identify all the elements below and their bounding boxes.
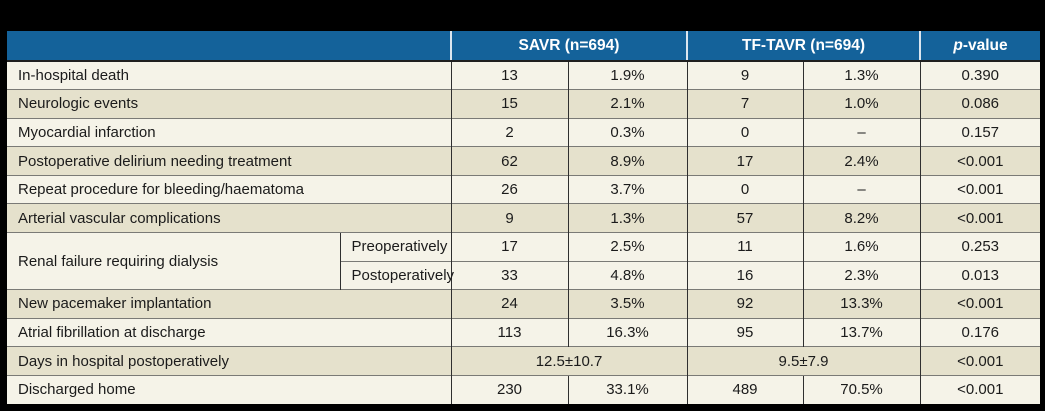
cell-pvalue: 0.157 [919, 117, 1041, 147]
cell-pvalue: <0.001 [919, 374, 1041, 404]
table-row: Arterial vascular complications 9 1.3% 5… [7, 203, 1041, 233]
cell-savr-n: 15 [450, 89, 568, 119]
column-header-tavr: TF-TAVR (n=694) [685, 31, 921, 62]
row-label: Discharged home [7, 374, 451, 404]
cell-tavr-n: 92 [686, 289, 803, 319]
column-header-savr: SAVR (n=694) [450, 31, 687, 62]
cell-tavr-pct: 13.7% [802, 317, 921, 347]
cell-pvalue: 0.013 [919, 260, 1041, 290]
table-row: Discharged home 230 33.1% 489 70.5% <0.0… [7, 374, 1041, 404]
cell-tavr-n: 95 [686, 317, 803, 347]
cell-tavr-n: 11 [686, 231, 803, 262]
cell-tavr-pct: 2.4% [802, 146, 921, 176]
cell-savr-n: 33 [450, 260, 568, 290]
cell-tavr-pct: 1.6% [802, 231, 921, 262]
cell-pvalue: <0.001 [919, 289, 1041, 319]
cell-tavr-n: 0 [686, 117, 803, 147]
row-label: New pacemaker implantation [7, 289, 451, 319]
cell-pvalue: 0.390 [919, 61, 1041, 90]
row-label: In-hospital death [7, 61, 451, 90]
pvalue-italic-p: p [953, 36, 963, 54]
cell-tavr-pct: 70.5% [802, 374, 921, 404]
row-sublabel: Postoperatively [339, 260, 454, 290]
cell-tavr-pct: 8.2% [802, 203, 921, 233]
row-label: Arterial vascular complications [7, 203, 451, 233]
row-label: Myocardial infarction [7, 117, 451, 147]
table-row: New pacemaker implantation 24 3.5% 92 13… [7, 289, 1041, 319]
table-row: Atrial fibrillation at discharge 113 16.… [7, 317, 1041, 347]
row-label-group: Renal failure requiring dialysis [7, 231, 340, 290]
cell-savr-n: 230 [450, 374, 568, 404]
cell-tavr-pct: – [802, 117, 921, 147]
cell-savr-n: 62 [450, 146, 568, 176]
cell-tavr-n: 9 [686, 61, 803, 90]
row-label: Neurologic events [7, 89, 451, 119]
pvalue-rest: -value [962, 36, 1008, 54]
cell-savr-pct: 2.5% [567, 231, 687, 262]
cell-pvalue: <0.001 [919, 146, 1041, 176]
cell-savr-n: 26 [450, 174, 568, 204]
cell-pvalue: <0.001 [919, 346, 1041, 376]
cell-tavr-pct: 1.0% [802, 89, 921, 119]
cell-savr-pct: 1.3% [567, 203, 687, 233]
table-row: In-hospital death 13 1.9% 9 1.3% 0.390 [7, 61, 1041, 90]
cell-savr-pct: 1.9% [567, 61, 687, 90]
row-label: Repeat procedure for bleeding/haematoma [7, 174, 451, 204]
cell-tavr-n: 16 [686, 260, 803, 290]
cell-tavr-n: 17 [686, 146, 803, 176]
cell-tavr-pct: 1.3% [802, 61, 921, 90]
table-row: Myocardial infarction 2 0.3% 0 – 0.157 [7, 117, 1041, 147]
outcomes-table: SAVR (n=694) TF-TAVR (n=694) p-value In-… [7, 31, 1041, 404]
cell-pvalue: <0.001 [919, 174, 1041, 204]
cell-savr-pct: 3.7% [567, 174, 687, 204]
cell-pvalue: 0.176 [919, 317, 1041, 347]
cell-tavr-merged: 9.5±7.9 [686, 346, 921, 376]
cell-savr-pct: 8.9% [567, 146, 687, 176]
cell-savr-pct: 4.8% [567, 260, 687, 290]
column-header-pvalue: p-value [919, 31, 1041, 62]
cell-savr-n: 24 [450, 289, 568, 319]
cell-tavr-n: 7 [686, 89, 803, 119]
table-row-group-first: Renal failure requiring dialysis Preoper… [7, 231, 1041, 290]
cell-tavr-pct: – [802, 174, 921, 204]
cell-tavr-n: 0 [686, 174, 803, 204]
cell-tavr-n: 489 [686, 374, 803, 404]
row-label: Days in hospital postoperatively [7, 346, 451, 376]
row-label: Postoperative delirium needing treatment [7, 146, 451, 176]
cell-savr-pct: 2.1% [567, 89, 687, 119]
table-row-group-second: Postoperatively 33 4.8% 16 2.3% 0.013 [7, 260, 1041, 290]
table-row-merged: Days in hospital postoperatively 12.5±10… [7, 346, 1041, 376]
cell-savr-pct: 33.1% [567, 374, 687, 404]
cell-pvalue: 0.253 [919, 231, 1041, 262]
table-row: Repeat procedure for bleeding/haematoma … [7, 174, 1041, 204]
cell-pvalue: <0.001 [919, 203, 1041, 233]
cell-savr-pct: 0.3% [567, 117, 687, 147]
cell-savr-n: 17 [450, 231, 568, 262]
cell-savr-pct: 16.3% [567, 317, 687, 347]
table-row: Postoperative delirium needing treatment… [7, 146, 1041, 176]
cell-savr-pct: 3.5% [567, 289, 687, 319]
header-row: SAVR (n=694) TF-TAVR (n=694) p-value [7, 31, 1041, 62]
column-header-blank [7, 31, 451, 62]
cell-savr-n: 2 [450, 117, 568, 147]
cell-tavr-pct: 13.3% [802, 289, 921, 319]
cell-tavr-pct: 2.3% [802, 260, 921, 290]
cell-savr-n: 13 [450, 61, 568, 90]
cell-savr-n: 113 [450, 317, 568, 347]
row-label: Atrial fibrillation at discharge [7, 317, 451, 347]
cell-tavr-n: 57 [686, 203, 803, 233]
cell-savr-merged: 12.5±10.7 [450, 346, 687, 376]
row-sublabel: Preoperatively [339, 231, 451, 262]
cell-pvalue: 0.086 [919, 89, 1041, 119]
cell-savr-n: 9 [450, 203, 568, 233]
table-row: Neurologic events 15 2.1% 7 1.0% 0.086 [7, 89, 1041, 119]
outcomes-table-container: SAVR (n=694) TF-TAVR (n=694) p-value In-… [7, 31, 1041, 404]
